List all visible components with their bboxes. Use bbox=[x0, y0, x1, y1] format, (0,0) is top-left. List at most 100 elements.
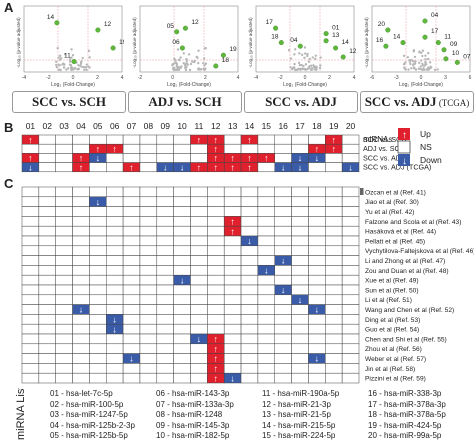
cell-ns bbox=[190, 225, 208, 237]
cell-ns bbox=[173, 333, 191, 345]
grid-c-row-label: Falzone and Scola et al (Ref. 43) bbox=[365, 219, 461, 226]
cell-ns bbox=[72, 372, 90, 384]
up-arrow-icon: ↑ bbox=[214, 344, 219, 354]
cell-ns bbox=[55, 206, 73, 217]
cell-ns bbox=[274, 343, 292, 354]
cell-ns bbox=[106, 294, 124, 305]
cell-ns bbox=[308, 245, 326, 256]
cell-ns bbox=[341, 186, 360, 198]
grid-c-row-label: Zhou et al (Ref. 56) bbox=[365, 346, 422, 353]
cell-ns bbox=[240, 265, 259, 276]
x-tick-label: 0 bbox=[171, 75, 174, 81]
down-arrow-icon: ↓ bbox=[247, 236, 252, 246]
cell-ns bbox=[55, 153, 73, 163]
cell-ns bbox=[257, 323, 275, 335]
cell-ns bbox=[308, 333, 326, 345]
cell-ns bbox=[240, 304, 259, 315]
x-tick-label: -4 bbox=[22, 75, 27, 81]
cell-ns bbox=[207, 294, 225, 305]
cell-ns bbox=[55, 343, 73, 354]
cell-ns bbox=[122, 245, 141, 256]
cell-ns bbox=[89, 343, 107, 354]
volcano-point-label: 11 bbox=[444, 34, 451, 41]
cell-ns bbox=[139, 274, 158, 286]
volcano-point-label: 05 bbox=[167, 23, 175, 30]
mirna-list-item: 09 - hsa-miR-145-3p bbox=[156, 420, 230, 430]
mirna-list-item: 16 - hsa-miR-338-3p bbox=[368, 389, 442, 398]
cell-ns bbox=[72, 245, 90, 256]
volcano-point-label: 16 bbox=[376, 37, 384, 44]
x-axis-label: Log₂ (Fold-Change) bbox=[167, 82, 211, 88]
cell-ns bbox=[122, 372, 141, 384]
cell-ns bbox=[325, 245, 343, 256]
cell-ns bbox=[21, 363, 40, 374]
panel-label-c: C bbox=[4, 176, 14, 191]
cell-ns bbox=[106, 162, 124, 173]
cell-ns bbox=[274, 134, 292, 145]
cell-ns bbox=[173, 153, 191, 163]
cell-ns bbox=[341, 134, 360, 145]
cell-ns bbox=[89, 235, 107, 247]
cell-ns bbox=[173, 314, 191, 325]
cell-ns bbox=[89, 255, 107, 266]
cell-ns bbox=[38, 353, 56, 364]
mirna-list-item: 10 - hsa-miR-182-5p bbox=[156, 431, 230, 441]
cell-ns bbox=[190, 304, 208, 315]
cell-ns bbox=[21, 284, 40, 296]
cell-ns bbox=[325, 353, 343, 364]
cell-ns bbox=[257, 333, 275, 345]
cell-ns bbox=[38, 245, 56, 256]
up-arrow-icon: ↑ bbox=[230, 226, 235, 236]
cell-ns bbox=[341, 314, 360, 325]
cell-ns bbox=[72, 196, 90, 207]
cell-ns bbox=[341, 274, 360, 286]
cell-ns bbox=[156, 134, 174, 145]
cell-ns bbox=[240, 186, 259, 198]
cell-ns bbox=[257, 304, 275, 315]
cell-ns bbox=[106, 245, 124, 256]
grid-c-row-label: Li et al (Ref. 51) bbox=[365, 297, 412, 304]
down-arrow-icon: ↓ bbox=[163, 162, 168, 172]
up-arrow-icon: ↑ bbox=[214, 135, 219, 145]
cell-ns bbox=[38, 274, 56, 286]
grid-b-row-label: ADJ vs. SCH bbox=[363, 144, 405, 153]
cell-ns bbox=[274, 353, 292, 364]
down-arrow-icon: ↓ bbox=[315, 305, 320, 315]
cell-ns bbox=[341, 153, 360, 163]
cell-ns bbox=[291, 372, 309, 384]
x-tick-label: 4 bbox=[121, 75, 124, 81]
down-arrow-icon: ↓ bbox=[298, 295, 303, 305]
cell-ns bbox=[89, 162, 107, 173]
cell-ns bbox=[106, 353, 124, 364]
cell-ns bbox=[341, 255, 360, 266]
grid-c-row-label: Vychytilova-Faltejskova et al (Ref. 46) bbox=[365, 248, 474, 255]
cell-ns bbox=[257, 314, 275, 325]
volcano-plot-3: 17 18 04 01 13 14 12 -4 -2 0 2 4 Log₂ (Fold-Change) -… bbox=[246, 4, 357, 88]
down-arrow-icon: ↓ bbox=[197, 334, 202, 344]
column-header: 20 bbox=[346, 121, 356, 131]
cell-ns bbox=[72, 216, 90, 227]
cell-ns bbox=[291, 186, 309, 198]
up-arrow-icon: ↑ bbox=[129, 162, 134, 172]
cell-ns bbox=[274, 314, 292, 325]
cell-ns bbox=[325, 216, 343, 227]
cell-ns bbox=[72, 206, 90, 217]
cell-ns bbox=[156, 353, 174, 364]
cell-ns bbox=[291, 284, 309, 296]
cell-ns bbox=[325, 186, 343, 198]
cell-ns bbox=[139, 363, 158, 374]
cell-ns bbox=[257, 284, 275, 296]
down-arrow-icon: ↓ bbox=[298, 162, 303, 172]
cell-ns bbox=[223, 265, 242, 276]
cell-ns bbox=[190, 363, 208, 374]
cell-ns bbox=[106, 134, 124, 145]
volcano-plot-1: 14 11 12 19 -4 -2 0 2 4 Log₂ (Fold-Change) -Log₁₀ … bbox=[14, 4, 127, 88]
cell-ns bbox=[207, 255, 225, 266]
cell-ns bbox=[325, 206, 343, 217]
mirna-list-item: 01 - hsa-let-7c-5p bbox=[50, 389, 113, 398]
cell-ns bbox=[72, 134, 90, 145]
cell-ns bbox=[308, 225, 326, 237]
mirna-list-item: 04 - hsa-miR-125b-2-3p bbox=[50, 420, 135, 430]
cell-ns bbox=[156, 343, 174, 354]
cell-ns bbox=[190, 343, 208, 354]
